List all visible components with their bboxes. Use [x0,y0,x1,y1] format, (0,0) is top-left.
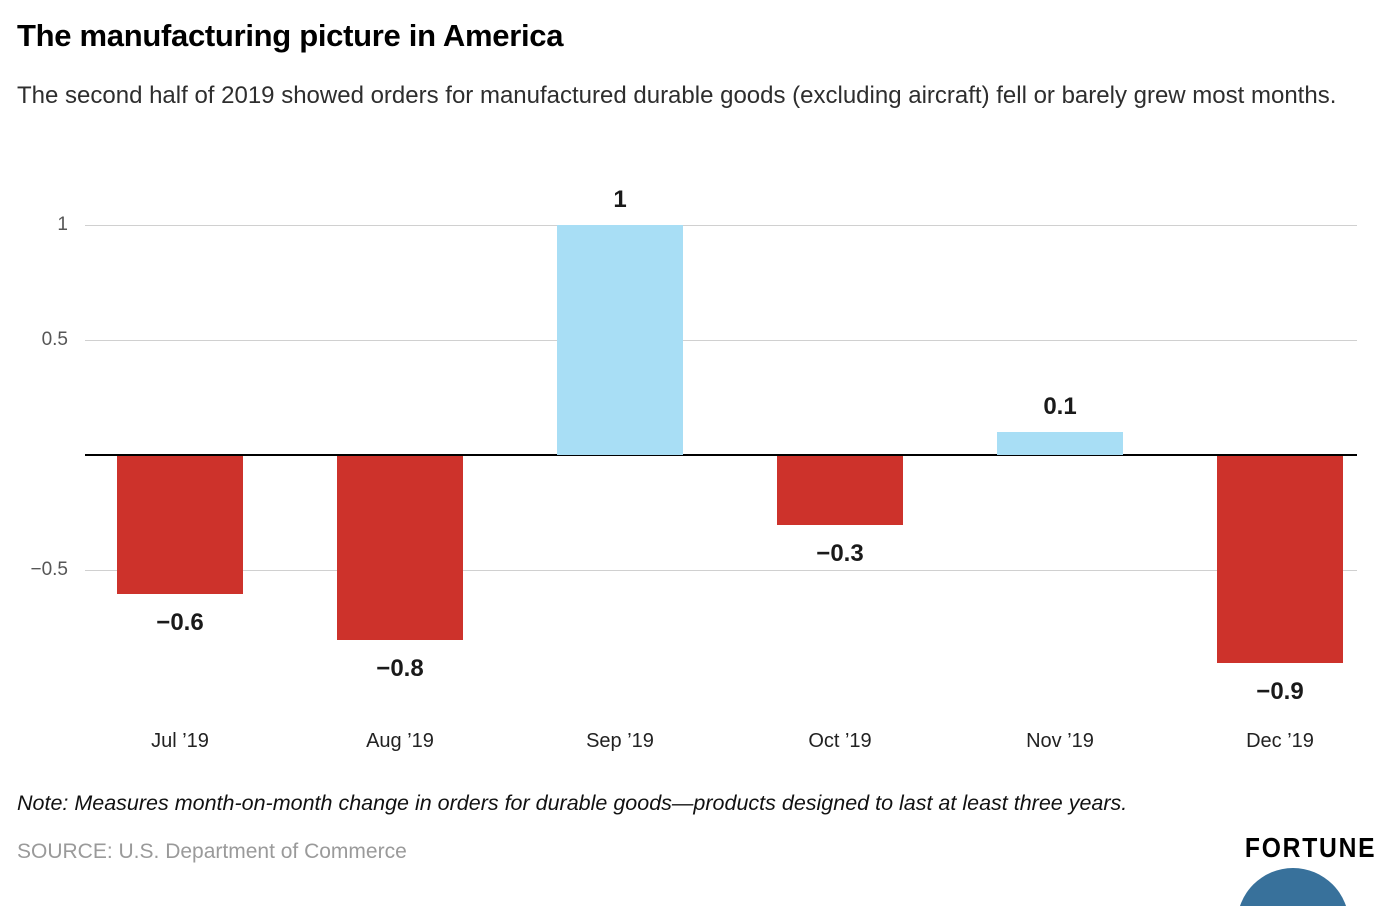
x-axis-label-dec-19: Dec ’19 [1246,730,1314,752]
bar-value-label: −0.6 [156,609,204,636]
bar-value-label: 1 [613,186,627,213]
zero-baseline [85,454,1357,456]
chart-subtitle: The second half of 2019 showed orders fo… [17,82,1337,109]
gridline-1 [85,225,1357,226]
bar-jul-19 [117,456,243,594]
fortune-logo-circle [1237,868,1349,906]
x-axis-label-nov-19: Nov ’19 [1026,730,1094,752]
bar-value-label: 0.1 [1043,393,1077,420]
x-axis-label-oct-19: Oct ’19 [808,730,872,752]
fortune-logo: FORTUNE [1227,832,1376,864]
gridline-0.5 [85,340,1357,341]
bar-nov-19 [997,432,1123,455]
y-axis-tick-label: 1 [57,214,68,235]
bar-sep-19 [557,225,683,455]
gridline-−0.5 [85,570,1357,571]
x-axis-label-aug-19: Aug ’19 [366,730,434,752]
bar-dec-19 [1217,456,1343,663]
bar-oct-19 [777,456,903,525]
y-axis-tick-label: 0.5 [41,329,68,350]
chart-title: The manufacturing picture in America [17,18,564,53]
fortune-wordmark: FORTUNE [1244,832,1376,863]
x-axis-label-sep-19: Sep ’19 [586,730,654,752]
chart-source: SOURCE: U.S. Department of Commerce [17,840,407,863]
bar-value-label: −0.8 [376,655,424,682]
chart-note: Note: Measures month-on-month change in … [17,791,1128,815]
bar-value-label: −0.3 [816,540,864,567]
bar-aug-19 [337,456,463,640]
bar-value-label: −0.9 [1256,678,1304,705]
x-axis-label-jul-19: Jul ’19 [151,730,209,752]
y-axis-tick-label: −0.5 [30,559,68,580]
